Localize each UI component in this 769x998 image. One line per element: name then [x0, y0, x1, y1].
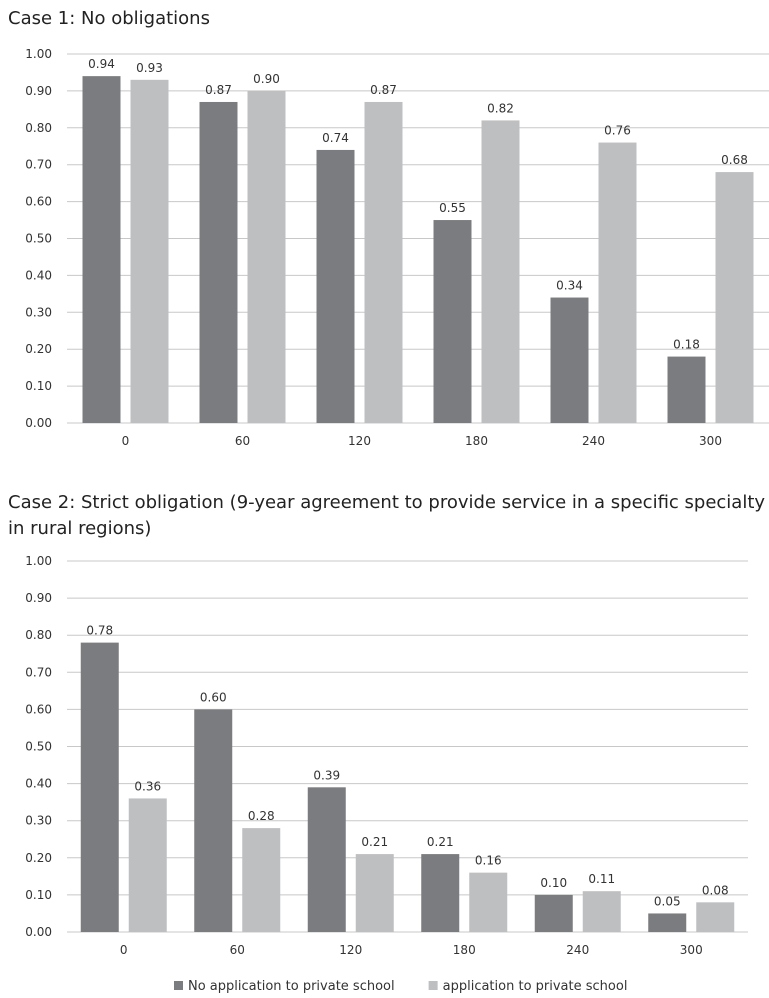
- data-label: 0.16: [475, 854, 502, 868]
- y-tick-label: 1.00: [25, 554, 52, 568]
- data-label: 0.55: [439, 201, 466, 215]
- bar-no-application: [194, 709, 233, 932]
- data-label: 0.34: [556, 279, 583, 293]
- bar-application: [598, 142, 637, 423]
- bar-application: [130, 79, 169, 423]
- data-label: 0.11: [588, 872, 615, 886]
- chart-title-case-1: Case 1: No obligations: [8, 8, 210, 29]
- y-tick-label: 1.00: [25, 47, 52, 61]
- data-label: 0.36: [134, 779, 161, 793]
- y-tick-label: 0.00: [25, 416, 52, 430]
- data-label: 0.68: [721, 153, 748, 167]
- bar-no-application: [667, 356, 706, 423]
- y-tick-label: 0.60: [25, 702, 52, 716]
- data-label: 0.94: [88, 57, 115, 71]
- data-label: 0.78: [86, 624, 113, 638]
- bar-no-application: [307, 787, 346, 932]
- legend-label: application to private school: [443, 979, 628, 994]
- bar-no-application: [80, 642, 119, 932]
- data-label: 0.90: [253, 72, 280, 86]
- y-tick-label: 0.80: [25, 121, 52, 135]
- x-tick-label: 0: [120, 943, 128, 957]
- data-label: 0.28: [248, 809, 275, 823]
- data-label: 0.76: [604, 124, 631, 138]
- y-tick-label: 0.20: [25, 851, 52, 865]
- bar-application: [481, 120, 520, 424]
- data-label: 0.08: [702, 883, 729, 897]
- bar-no-application: [534, 894, 573, 932]
- x-tick-label: 60: [230, 943, 245, 957]
- bar-chart-case-2: 0.00 0.10 0.20 0.30 0.40 0.50 0.60 0.70 0.80 0.90…: [25, 554, 748, 994]
- y-tick-label: 0.10: [25, 379, 52, 393]
- bar-no-application: [433, 220, 472, 423]
- y-tick-label: 0.90: [25, 84, 52, 98]
- y-tick-label: 0.70: [25, 158, 52, 172]
- bar-no-application: [550, 297, 589, 423]
- legend-swatch-application: [428, 981, 438, 990]
- x-tick-label: 240: [566, 943, 589, 957]
- bar-no-application: [421, 854, 460, 932]
- y-tick-label: 0.90: [25, 591, 52, 605]
- bar-application: [242, 828, 281, 932]
- bar-application: [582, 891, 621, 932]
- data-label: 0.82: [487, 101, 514, 115]
- bar-no-application: [82, 76, 121, 423]
- bar-application: [128, 798, 167, 932]
- y-tick-label: 0.80: [25, 628, 52, 642]
- data-label: 0.87: [370, 83, 397, 97]
- bar-application: [364, 101, 403, 423]
- x-tick-label: 120: [348, 434, 371, 448]
- y-tick-label: 0.20: [25, 342, 52, 356]
- y-tick-label: 0.50: [25, 232, 52, 246]
- data-label: 0.21: [361, 835, 388, 849]
- x-tick-label: 180: [453, 943, 476, 957]
- data-label: 0.10: [540, 876, 567, 890]
- bar-no-application: [199, 101, 238, 423]
- x-tick-label: 60: [235, 434, 250, 448]
- x-tick-label: 0: [122, 434, 130, 448]
- bar-chart-case-1: 0.00 0.10 0.20 0.30 0.40 0.50 0.60 0.70 0.80 0.90…: [25, 47, 769, 448]
- bar-application: [696, 902, 735, 932]
- legend-swatch-no-application: [174, 981, 183, 990]
- bar-application: [469, 872, 508, 932]
- y-tick-label: 0.10: [25, 888, 52, 902]
- y-tick-label: 0.40: [25, 268, 52, 282]
- y-tick-label: 0.00: [25, 925, 52, 939]
- chart-title-case-2: Case 2: Strict obligation (9-year agreem…: [8, 492, 766, 539]
- bar-no-application: [648, 913, 687, 932]
- x-tick-label: 180: [465, 434, 488, 448]
- x-tick-label: 300: [680, 943, 703, 957]
- y-tick-label: 0.50: [25, 740, 52, 754]
- data-label: 0.74: [322, 131, 349, 145]
- data-label: 0.05: [654, 894, 681, 908]
- data-label: 0.39: [313, 768, 340, 782]
- y-tick-label: 0.60: [25, 195, 52, 209]
- bar-application: [355, 854, 394, 932]
- y-tick-label: 0.40: [25, 777, 52, 791]
- data-label: 0.87: [205, 83, 232, 97]
- data-label: 0.93: [136, 61, 163, 75]
- y-tick-label: 0.30: [25, 305, 52, 319]
- data-label: 0.21: [427, 835, 454, 849]
- bar-application: [715, 172, 754, 423]
- y-tick-label: 0.70: [25, 665, 52, 679]
- bar-no-application: [316, 149, 355, 423]
- x-tick-label: 120: [339, 943, 362, 957]
- y-tick-label: 0.30: [25, 814, 52, 828]
- data-label: 0.60: [200, 690, 227, 704]
- bar-application: [247, 90, 286, 424]
- x-tick-label: 300: [699, 434, 722, 448]
- x-tick-label: 240: [582, 434, 605, 448]
- data-label: 0.18: [673, 338, 700, 352]
- legend-label: No application to private school: [188, 979, 395, 994]
